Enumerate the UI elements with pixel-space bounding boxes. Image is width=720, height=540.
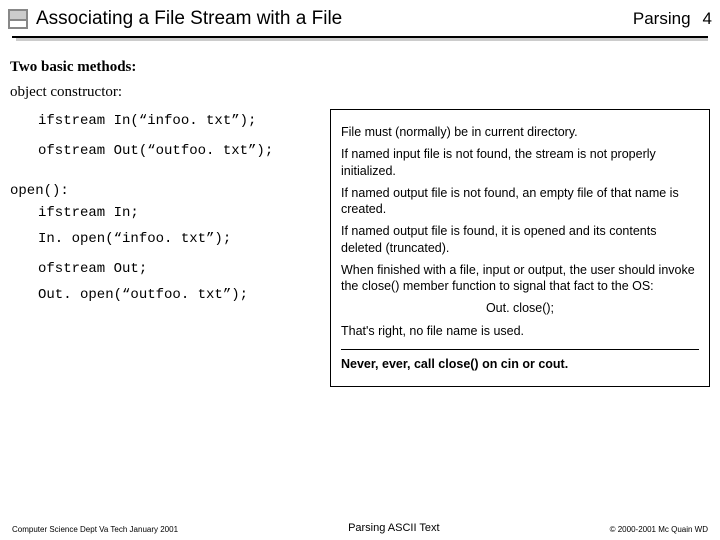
subheading-methods: Two basic methods:	[10, 59, 710, 76]
note-code: Out. close();	[341, 300, 699, 316]
note-text: That's right, no file name is used.	[341, 323, 699, 339]
code-line: ofstream Out;	[38, 261, 320, 277]
code-line: ofstream Out(“outfoo. txt”);	[38, 143, 320, 159]
code-column: ifstream In(“infoo. txt”); ofstream Out(…	[10, 109, 320, 387]
footer-mid: Parsing ASCII Text	[348, 522, 440, 534]
slide-icon	[8, 9, 28, 29]
note-warning: Never, ever, call close() on cin or cout…	[341, 356, 699, 372]
footer-right: © 2000-2001 Mc Quain WD	[610, 525, 708, 534]
code-line: ifstream In;	[38, 205, 320, 221]
note-text: File must (normally) be in current direc…	[341, 124, 699, 140]
note-text: If named output file is not found, an em…	[341, 185, 699, 218]
subheading-open: open():	[10, 183, 320, 199]
page-number: 4	[703, 9, 712, 29]
note-text: If named input file is not found, the st…	[341, 146, 699, 179]
subheading-constructor: object constructor:	[10, 84, 710, 101]
code-line: ifstream In(“infoo. txt”);	[38, 113, 320, 129]
notes-box: File must (normally) be in current direc…	[330, 109, 710, 387]
note-text: If named output file is found, it is ope…	[341, 223, 699, 256]
footer-left: Computer Science Dept Va Tech January 20…	[12, 525, 178, 534]
note-divider	[341, 349, 699, 350]
section-label: Parsing	[633, 9, 691, 29]
note-text: When finished with a file, input or outp…	[341, 262, 699, 295]
code-line: In. open(“infoo. txt”);	[38, 231, 320, 247]
code-line: Out. open(“outfoo. txt”);	[38, 287, 320, 303]
page-title: Associating a File Stream with a File	[36, 8, 633, 30]
